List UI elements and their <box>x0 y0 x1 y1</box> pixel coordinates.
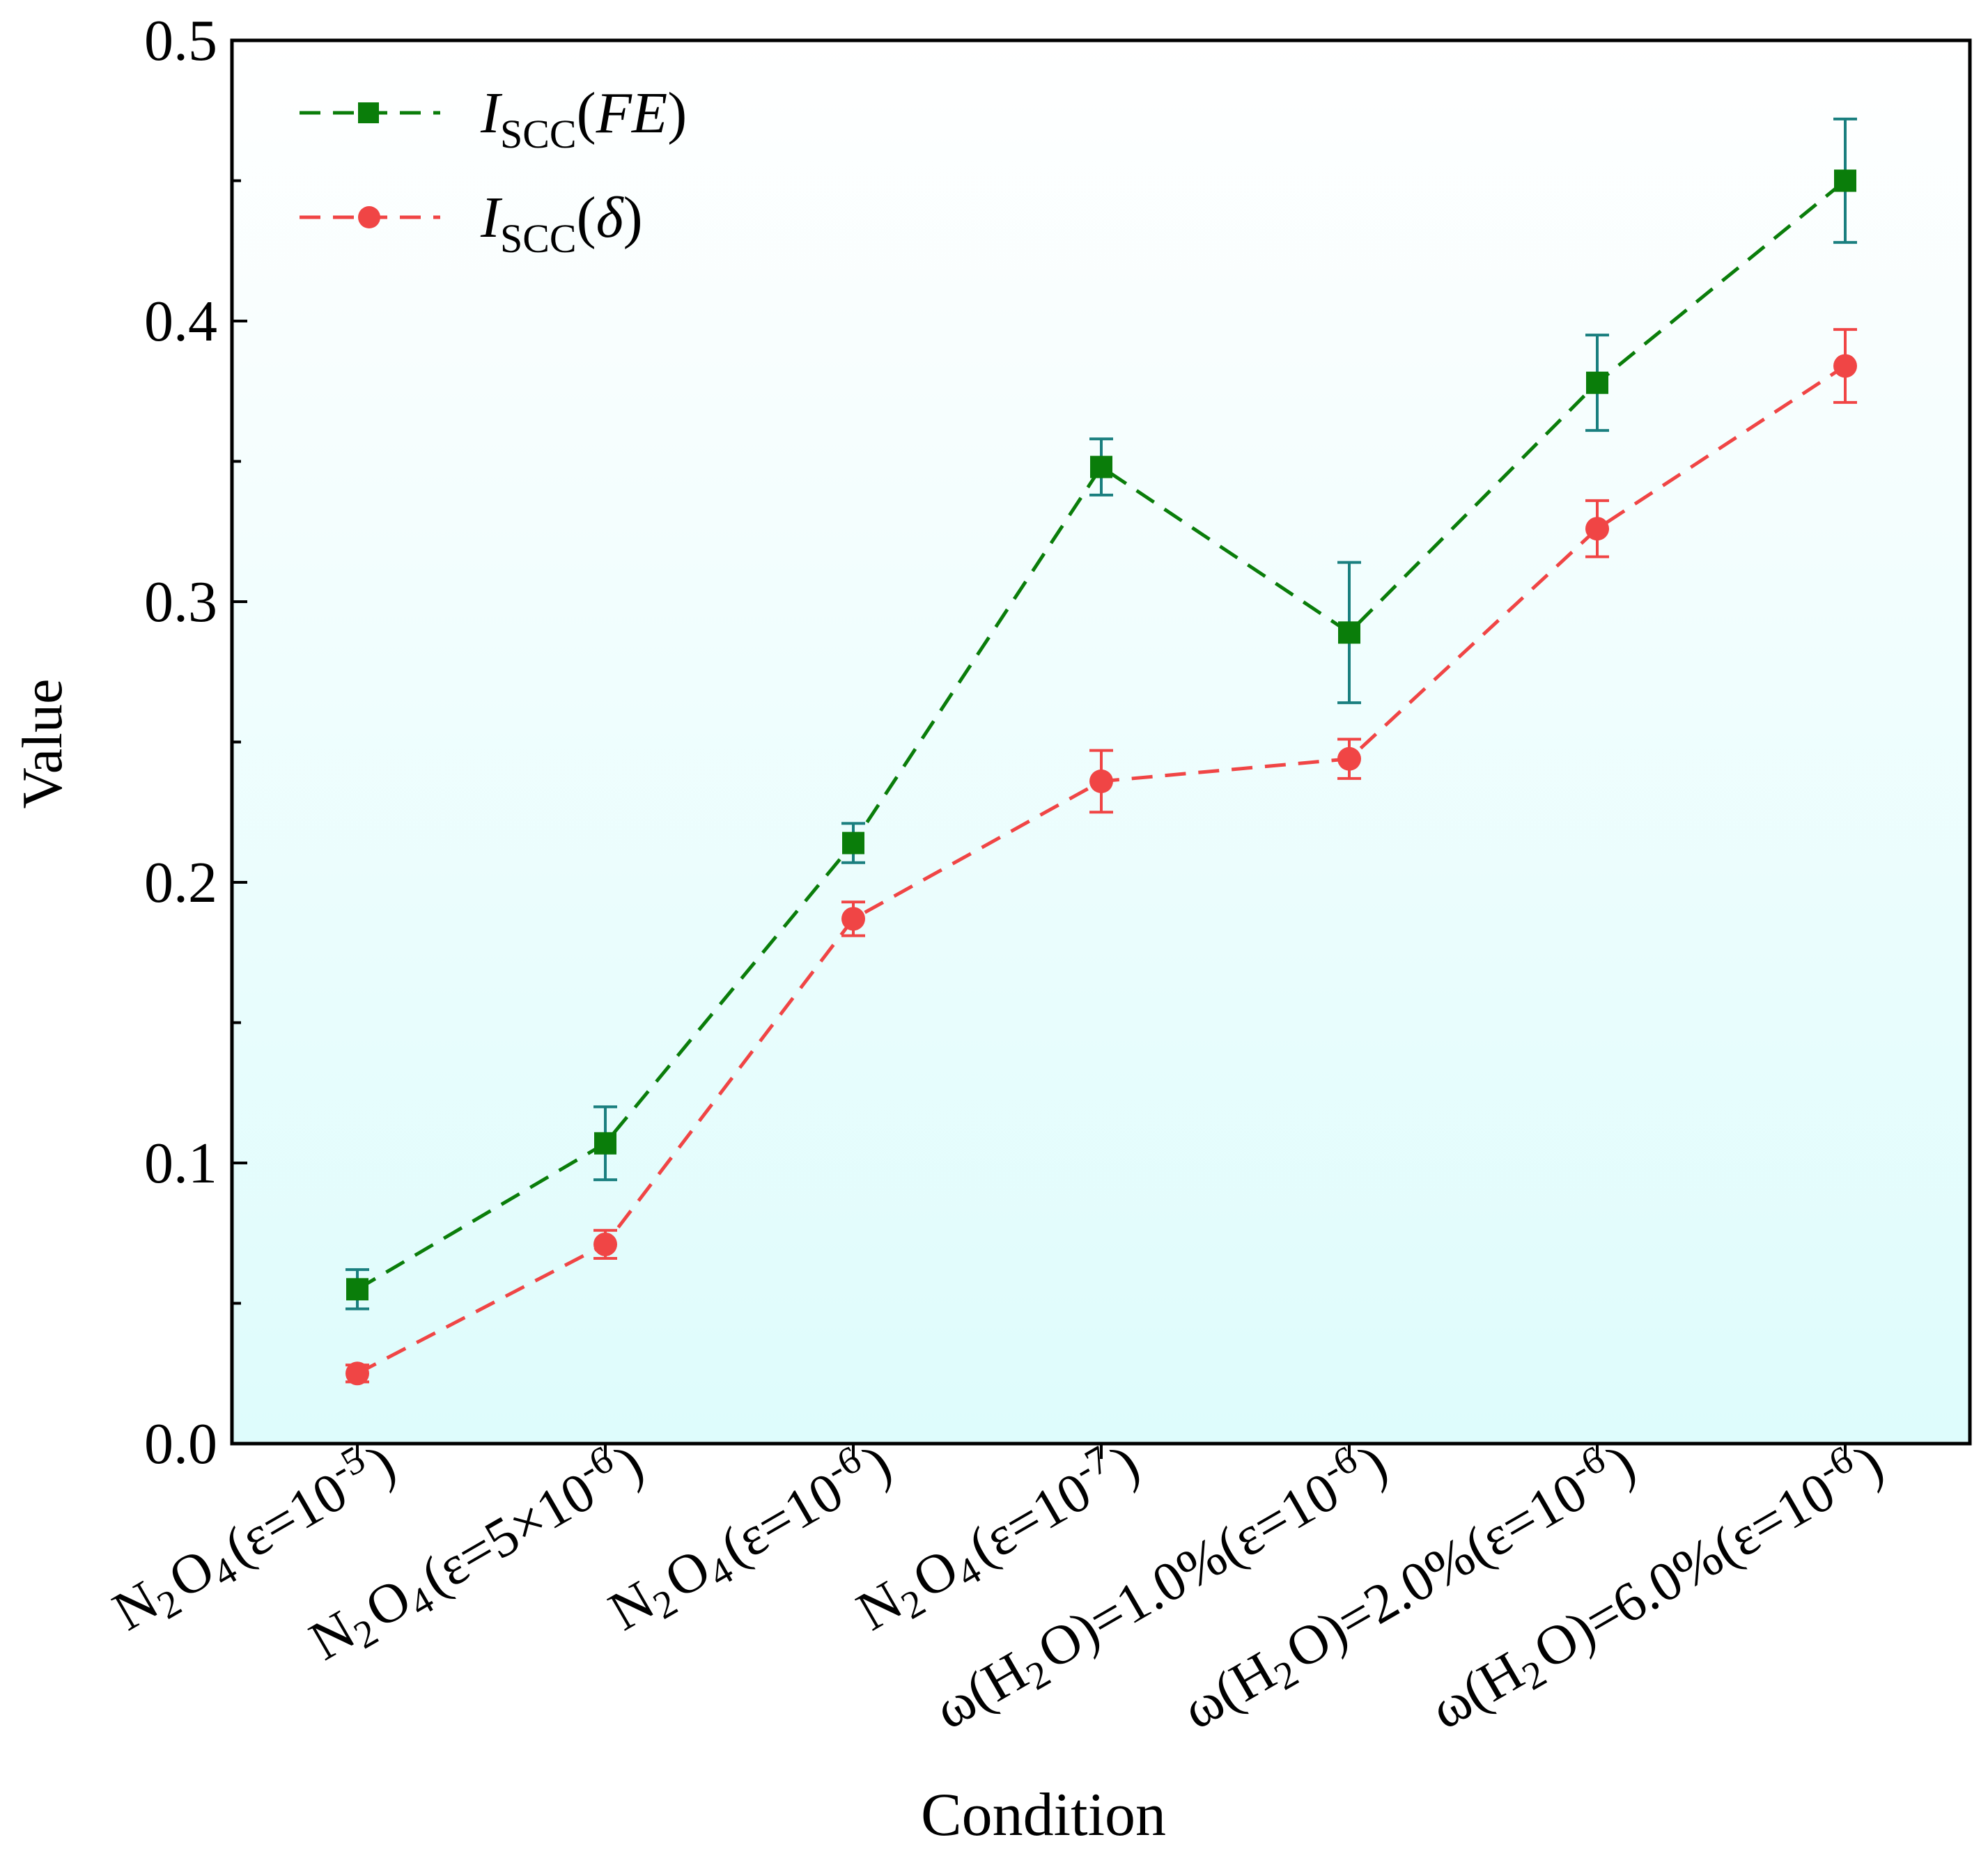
data-point: ω(H2O)=6.0%(ε=10-6): 0.45 ± 0.022 <box>1834 169 1856 192</box>
legend-label: ISCC(δ) <box>480 185 643 261</box>
data-point: ω(H2O)=2.0%(ε=10-6): 0.326 ± 0.01 <box>1585 517 1609 541</box>
legend-label: ISCC(FE) <box>480 81 687 157</box>
y-tick-label: 0.3 <box>144 570 217 634</box>
x-tick-label: N2 O4 (ε=10-7 ) <box>844 1426 1153 1648</box>
data-point: ω(H2O)=1.0%(ε=10-6): 0.289 ± 0.025 <box>1338 621 1360 644</box>
x-tick-label: ω(H2 O)=1.0%(ε=10-6 ) <box>920 1426 1400 1747</box>
x-tick-label: N2 O4 (ε=10-6 ) <box>596 1426 905 1648</box>
y-tick-label: 0.2 <box>144 850 217 915</box>
y-tick-label: 0.5 <box>144 8 217 73</box>
data-point: ω(H2O)=6.0%(ε=10-6): 0.384 ± 0.013 <box>1833 354 1857 378</box>
x-tick-label: ω(H2 O)=2.0%(ε=10-6 ) <box>1168 1426 1648 1747</box>
y-tick-label: 0.4 <box>144 289 217 354</box>
legend-entry-1: ISCC(δ) <box>300 185 643 261</box>
plot-background <box>232 40 1970 1444</box>
y-axis-title: Value <box>10 679 74 809</box>
data-point: ω(H2O)=2.0%(ε=10-6): 0.378 ± 0.017 <box>1586 371 1608 394</box>
legend-entry-0: ISCC(FE) <box>300 81 687 157</box>
x-axis-title: Condition <box>921 1781 1166 1849</box>
legend-marker <box>358 206 380 228</box>
legend-marker <box>358 102 379 123</box>
data-point: ω(H2O)=1.0%(ε=10-6): 0.244 ± 0.007 <box>1337 747 1361 771</box>
x-tick-label: ω(H2 O)=6.0%(ε=10-6 ) <box>1416 1426 1896 1747</box>
y-tick-label: 0.1 <box>144 1131 217 1196</box>
y-tick-label: 0.0 <box>144 1412 217 1476</box>
